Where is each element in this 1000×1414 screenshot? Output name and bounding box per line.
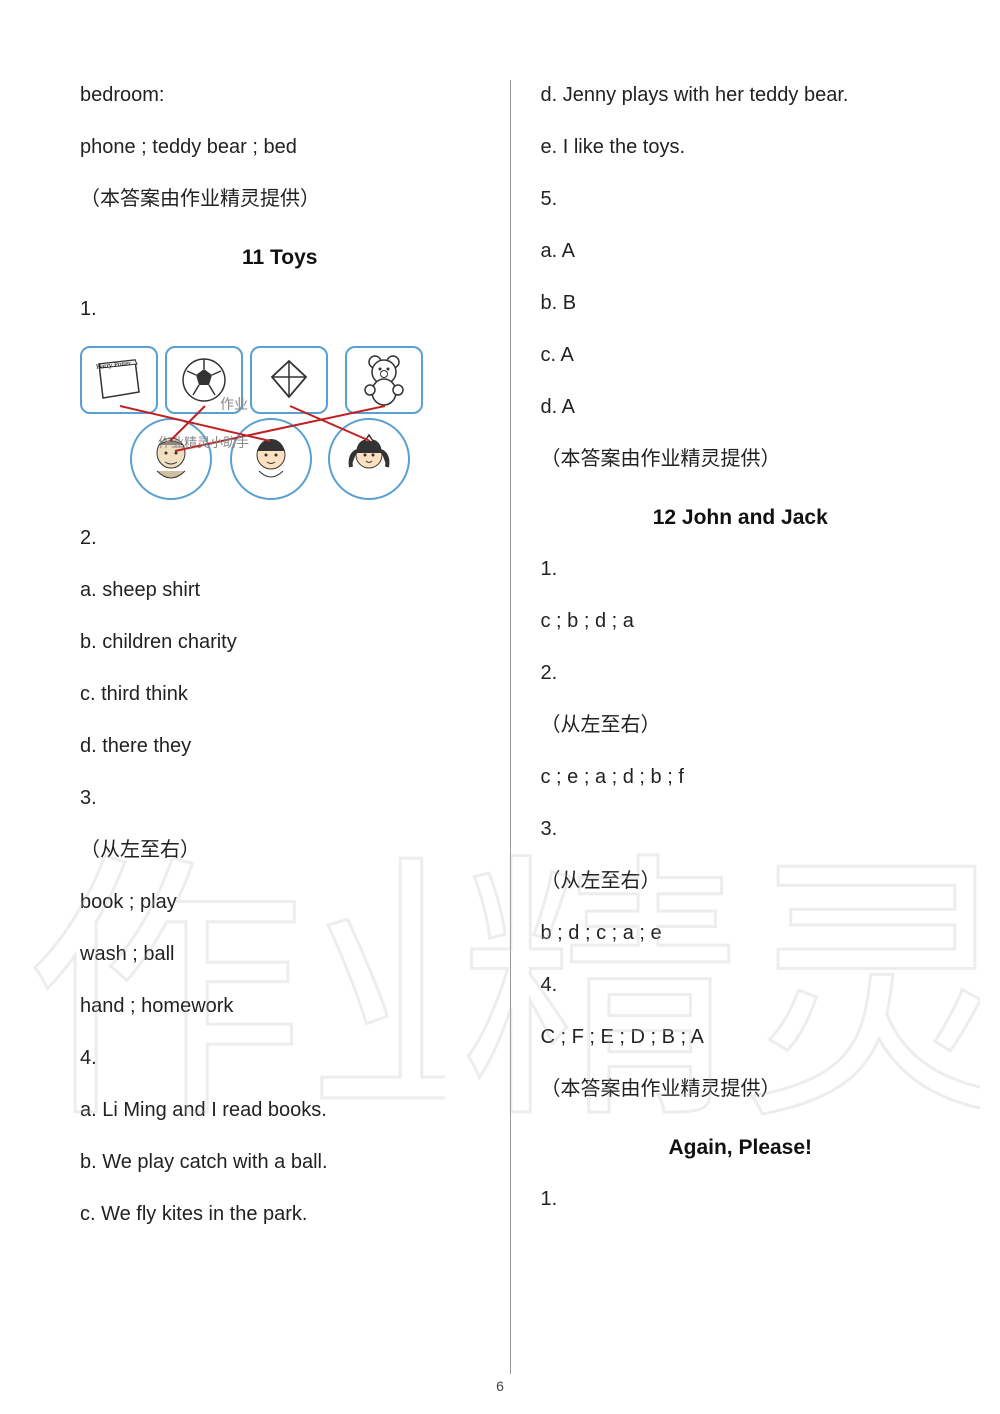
answer-line: c ; e ; a ; d ; b ; f [541, 762, 941, 792]
section-title-again: Again, Please! [541, 1136, 941, 1160]
toy-teddy-bear [345, 346, 423, 414]
answer-line: c ; b ; d ; a [541, 606, 941, 636]
character-1 [130, 418, 212, 500]
toys-matching-image: Harry Potter [80, 346, 425, 501]
answer-line: a. A [541, 236, 941, 266]
toy-book: Harry Potter [80, 346, 158, 414]
question-label: 3. [80, 783, 480, 813]
section-title-12: 12 John and Jack [541, 506, 941, 530]
page-number: 6 [496, 1378, 504, 1394]
answer-line: b ; d ; c ; a ; e [541, 918, 941, 948]
section-title-11: 11 Toys [80, 246, 480, 270]
question-label: 1. [541, 554, 941, 584]
answer-line: d. A [541, 392, 941, 422]
source-note: （本答案由作业精灵提供） [541, 444, 941, 474]
answer-line: b. B [541, 288, 941, 318]
answer-line: c. third think [80, 679, 480, 709]
answer-line: a. Li Ming and I read books. [80, 1095, 480, 1125]
direction-note: （从左至右） [541, 866, 941, 896]
direction-note: （从左至右） [80, 835, 480, 865]
toy-kite [250, 346, 328, 414]
intro-line: phone ; teddy bear ; bed [80, 132, 480, 162]
answer-line: c. A [541, 340, 941, 370]
answer-line: d. there they [80, 731, 480, 761]
answer-line: a. sheep shirt [80, 575, 480, 605]
question-label: 2. [80, 523, 480, 553]
source-note: （本答案由作业精灵提供） [541, 1074, 941, 1104]
answer-line: b. children charity [80, 627, 480, 657]
question-label: 4. [80, 1043, 480, 1073]
direction-note: （从左至右） [541, 710, 941, 740]
question-label: 2. [541, 658, 941, 688]
answer-line: wash ; ball [80, 939, 480, 969]
answer-line: e. I like the toys. [541, 132, 941, 162]
question-label: 1. [541, 1184, 941, 1214]
answer-line: b. We play catch with a ball. [80, 1147, 480, 1177]
character-2 [230, 418, 312, 500]
question-label: 3. [541, 814, 941, 844]
page-container: bedroom: phone ; teddy bear ; bed （本答案由作… [0, 0, 1000, 1414]
watermark-small-2: 作业精灵小助手 [158, 432, 249, 451]
intro-source: （本答案由作业精灵提供） [80, 184, 480, 214]
answer-line: book ; play [80, 887, 480, 917]
right-column: d. Jenny plays with her teddy bear. e. I… [510, 80, 941, 1374]
character-3 [328, 418, 410, 500]
answer-line: hand ; homework [80, 991, 480, 1021]
intro-line: bedroom: [80, 80, 480, 110]
answer-line: C ; F ; E ; D ; B ; A [541, 1022, 941, 1052]
question-label: 1. [80, 294, 480, 324]
left-column: bedroom: phone ; teddy bear ; bed （本答案由作… [80, 80, 510, 1374]
watermark-small-1: 作业 [220, 394, 248, 414]
question-label: 4. [541, 970, 941, 1000]
question-label: 5. [541, 184, 941, 214]
answer-line: c. We fly kites in the park. [80, 1199, 480, 1229]
answer-line: d. Jenny plays with her teddy bear. [541, 80, 941, 110]
